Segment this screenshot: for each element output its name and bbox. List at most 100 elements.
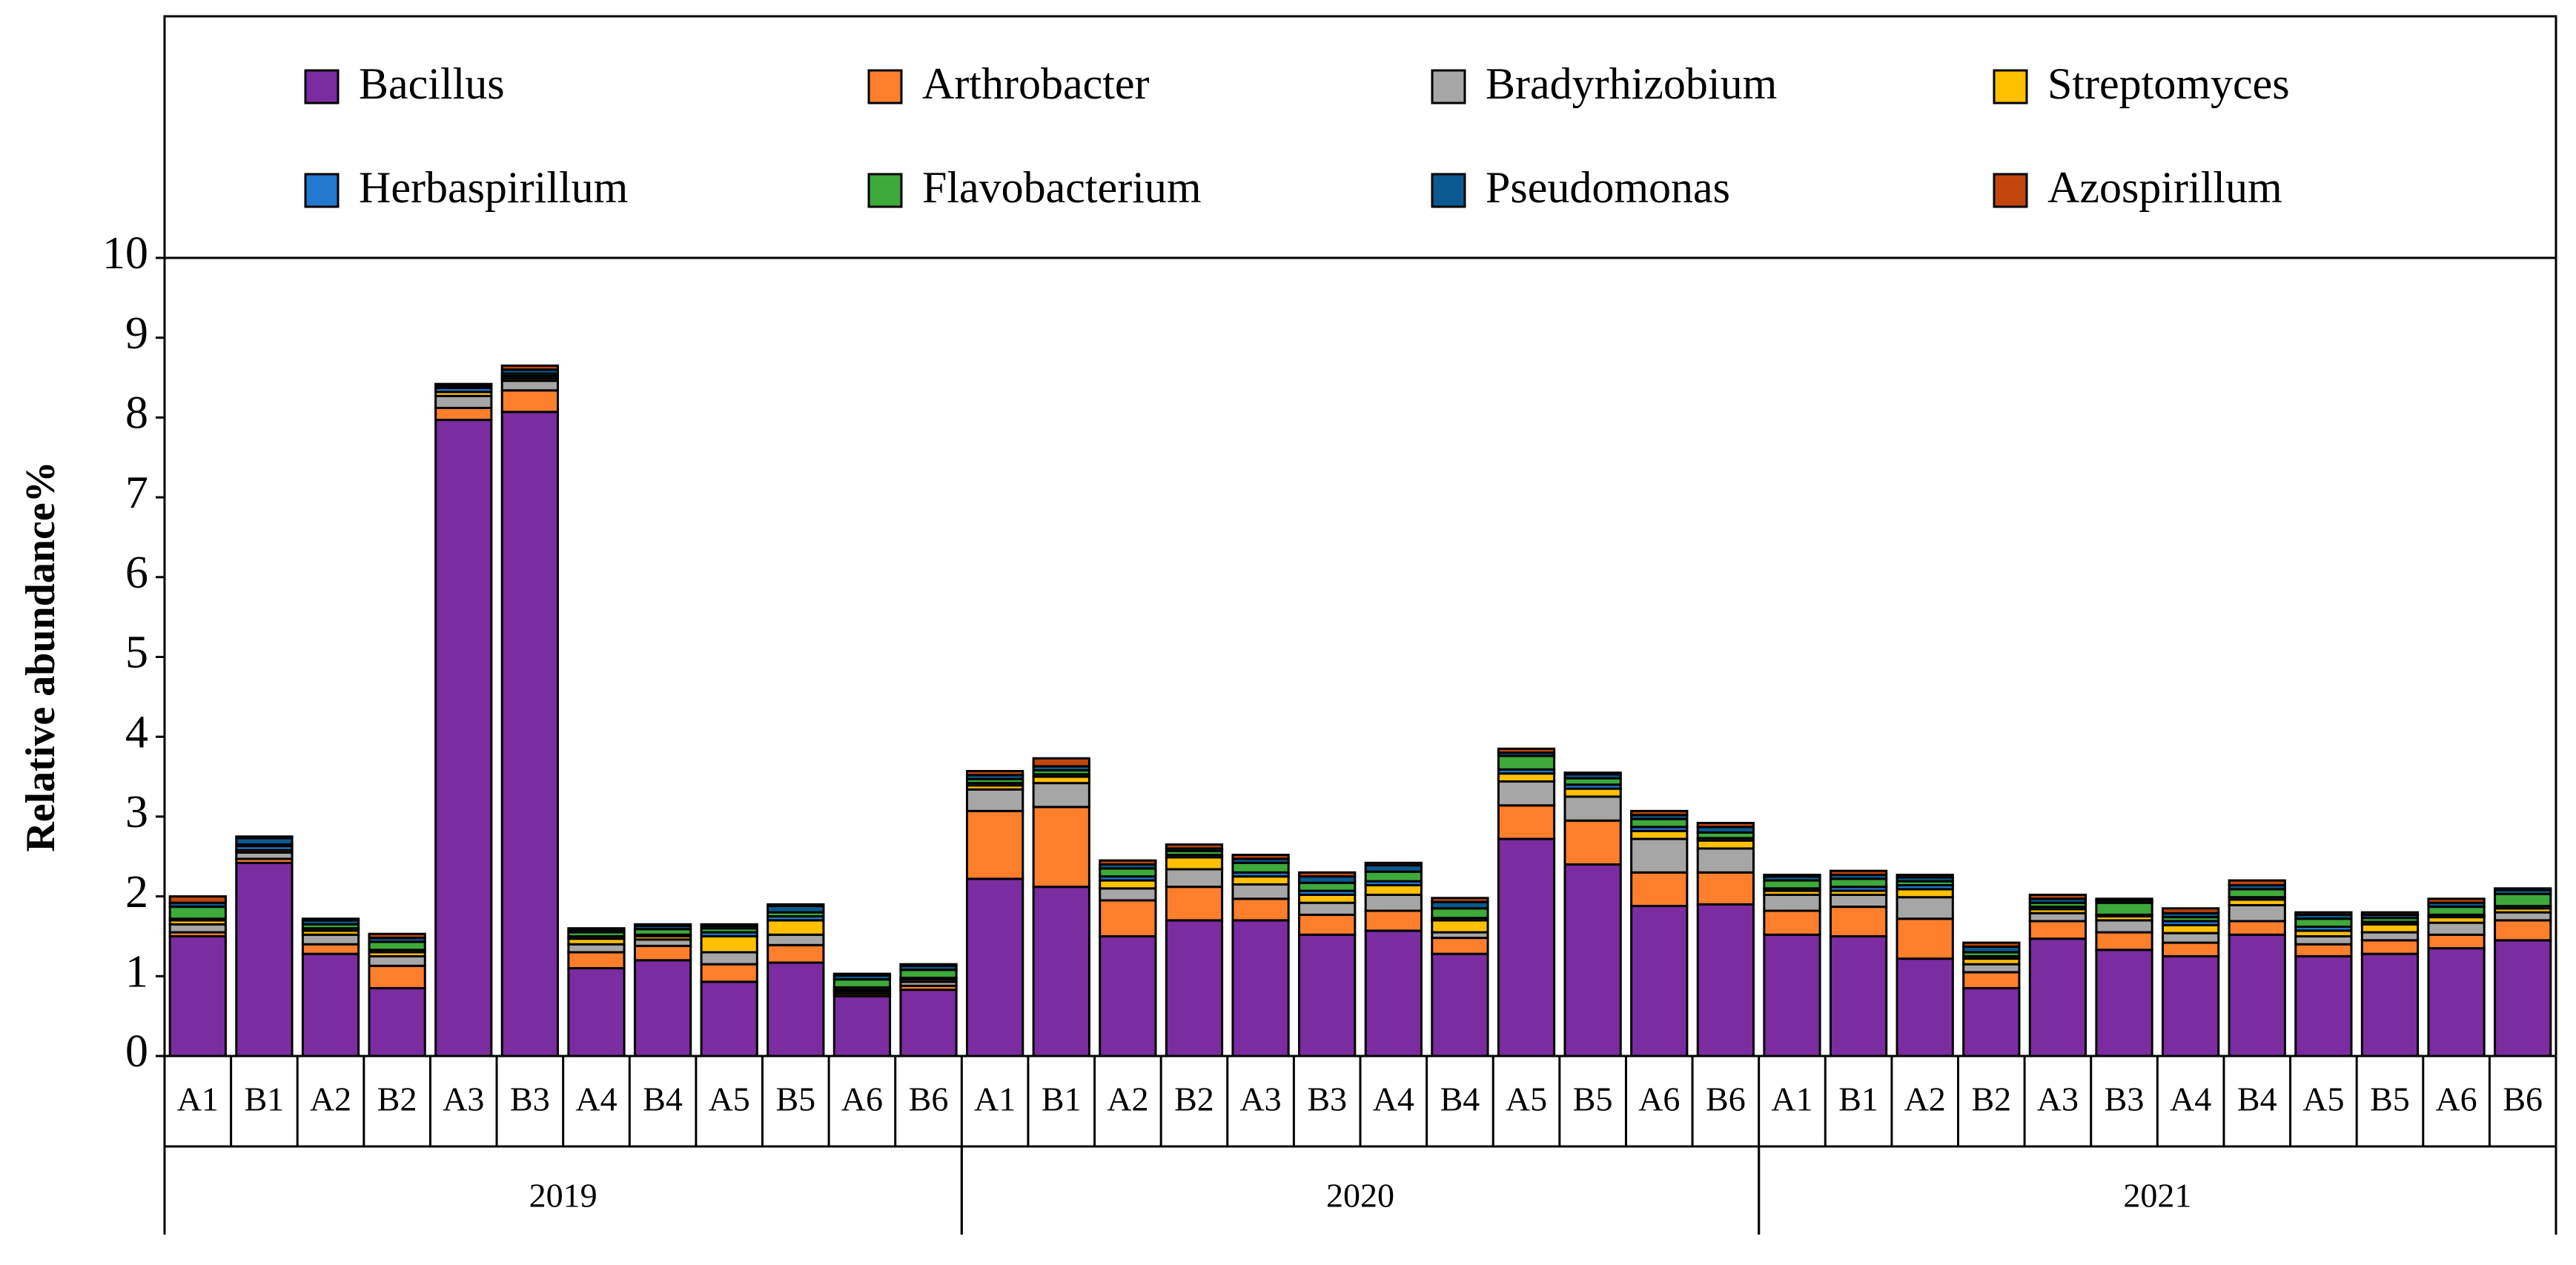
x-tick-label: A6 <box>2435 1080 2477 1118</box>
bar-segment <box>2028 937 2087 1058</box>
bar-segment <box>2095 919 2153 934</box>
bar-segment <box>1696 839 1755 850</box>
x-tick-label: A5 <box>709 1080 750 1118</box>
bar-segment <box>434 406 493 422</box>
bar-segment <box>1431 907 1489 920</box>
bar-segment <box>832 972 892 977</box>
y-tick-label: 1 <box>125 947 148 997</box>
bar-segment <box>766 919 825 936</box>
bar-segment <box>2360 939 2420 955</box>
bar-segment <box>2095 949 2153 1058</box>
x-tick-label: B6 <box>1706 1080 1746 1118</box>
group-label: 2019 <box>529 1177 597 1215</box>
x-tick-label: A2 <box>1107 1080 1148 1118</box>
bar-segment <box>368 940 426 952</box>
bar-segment <box>500 411 559 1058</box>
bar-segment <box>2228 920 2286 936</box>
bar-segment <box>2494 911 2552 922</box>
bar-segment <box>1563 795 1622 822</box>
bar-segment <box>1231 854 1290 860</box>
bar-segment <box>2095 931 2153 952</box>
bar-segment <box>700 980 758 1058</box>
bar-segment <box>2360 931 2420 942</box>
bar-segment <box>1696 871 1755 906</box>
x-tick-label: A1 <box>1771 1080 1812 1118</box>
bar-segment <box>500 389 559 414</box>
bar-segment <box>1563 787 1622 798</box>
x-tick-label: A1 <box>177 1080 219 1118</box>
legend-label: Bacillus <box>359 59 505 108</box>
bar-segment <box>2427 906 2486 916</box>
bar-segment <box>1563 771 1622 776</box>
x-tick-label: B1 <box>1042 1080 1082 1118</box>
bar-segment <box>1895 896 1954 920</box>
bar-segment <box>1630 829 1689 840</box>
bar-segment <box>1962 941 2021 948</box>
legend-swatch <box>1431 69 1466 104</box>
bar-segment <box>2494 939 2552 1058</box>
bar-segment <box>2294 934 2353 946</box>
bar-segment <box>1895 917 1954 960</box>
bar-segment <box>1497 804 1556 840</box>
bar-segment <box>2228 879 2286 887</box>
bar-segment <box>2294 943 2353 957</box>
bar-segment <box>1099 867 1157 878</box>
bar-segment <box>301 952 360 1058</box>
bar-segment <box>1431 919 1489 934</box>
bar-segment <box>633 959 692 1058</box>
bar-segment <box>1364 929 1423 1058</box>
legend-swatch <box>1993 69 2028 104</box>
bar-segment <box>1962 963 2021 974</box>
x-tick-label: A6 <box>841 1080 883 1118</box>
bar-segment <box>2294 954 2353 1058</box>
bar-segment <box>1696 822 1755 829</box>
bar-segment <box>966 809 1024 880</box>
bar-segment <box>1165 856 1224 871</box>
bar-segment <box>1630 817 1689 829</box>
x-tick-label: B1 <box>1838 1080 1878 1118</box>
bar-segment <box>1099 899 1157 937</box>
legend-label: Bradyrhizobium <box>1486 59 1777 108</box>
bar-segment <box>1231 897 1290 922</box>
legend-swatch <box>1431 173 1466 208</box>
bar-segment <box>500 379 559 392</box>
bar-segment <box>1829 869 1888 877</box>
bar-segment <box>2028 912 2087 923</box>
bar-segment <box>1829 906 1888 937</box>
bar-segment <box>1298 901 1357 916</box>
bar-segment <box>633 923 692 927</box>
x-tick-label: B1 <box>245 1080 285 1118</box>
bar-segment <box>633 944 692 962</box>
y-tick-label: 5 <box>125 628 148 678</box>
bar-segment <box>2228 888 2286 899</box>
bar-segment <box>2095 897 2153 902</box>
bar-segment <box>368 986 426 1058</box>
bar-segment <box>899 989 958 1058</box>
legend-label: Arthrobacter <box>922 59 1150 108</box>
bar-segment <box>1431 897 1489 903</box>
bar-segment <box>434 419 493 1058</box>
x-tick-label: B4 <box>1440 1080 1480 1118</box>
y-tick-label: 6 <box>125 548 148 598</box>
bar-segment <box>2095 901 2153 916</box>
bar-segment <box>1099 887 1157 902</box>
bar-segment <box>1962 971 2021 989</box>
x-tick-label: B5 <box>1573 1080 1613 1118</box>
bar-segment <box>1497 747 1556 754</box>
bar-segment <box>1497 754 1556 771</box>
bar-segment <box>899 969 958 979</box>
bar-segment <box>1231 919 1290 1058</box>
legend-label: Flavobacterium <box>922 163 1202 212</box>
bar-segment <box>2427 897 2486 904</box>
bar-segment <box>966 770 1024 777</box>
bar-segment <box>2028 893 2087 900</box>
y-tick-label: 9 <box>125 308 148 359</box>
bar-segment <box>1099 859 1157 866</box>
x-tick-label: B3 <box>1307 1080 1347 1118</box>
x-tick-label: B5 <box>775 1080 815 1118</box>
bar-segment <box>766 961 825 1058</box>
bar-segment <box>2360 923 2420 934</box>
bar-segment <box>1630 837 1689 874</box>
bar-segment <box>1231 875 1290 886</box>
x-tick-label: A4 <box>2170 1080 2211 1118</box>
